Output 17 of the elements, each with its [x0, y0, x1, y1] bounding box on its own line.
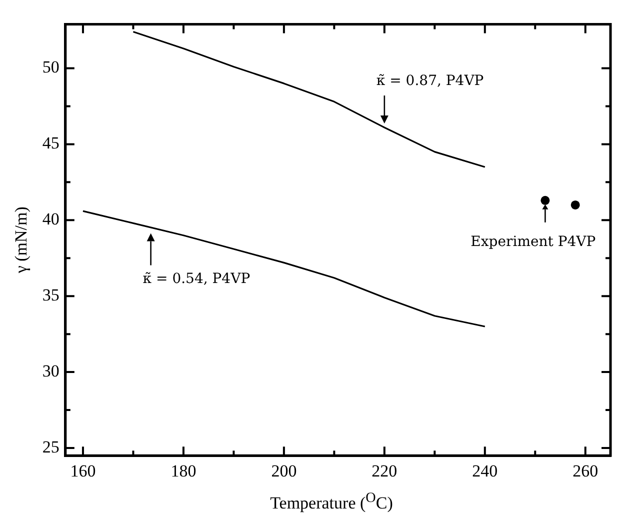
- annotation: Experiment P4VP: [470, 234, 596, 250]
- x-tick-label: 200: [271, 461, 297, 480]
- y-axis-title: γ (mN/m): [12, 206, 31, 274]
- x-tick-label: 160: [70, 461, 96, 480]
- x-tick-label: 180: [170, 461, 196, 480]
- annotation: κ̃ = 0.54, P4VP: [142, 270, 250, 287]
- annotation: κ̃ = 0.87, P4VP: [376, 73, 484, 90]
- y-tick-label: 40: [42, 210, 60, 229]
- y-tick-label: 25: [42, 437, 60, 456]
- y-tick-label: 35: [42, 286, 60, 305]
- x-axis-title: Temperature ($^{O}$C): [269, 490, 394, 514]
- y-tick-label: 45: [42, 134, 60, 153]
- x-tick-label: 260: [572, 461, 598, 480]
- x-tick-label: 240: [472, 461, 498, 480]
- x-tick-label: 220: [372, 461, 398, 480]
- y-tick-label: 50: [42, 58, 60, 77]
- y-tick-label: 30: [42, 362, 60, 381]
